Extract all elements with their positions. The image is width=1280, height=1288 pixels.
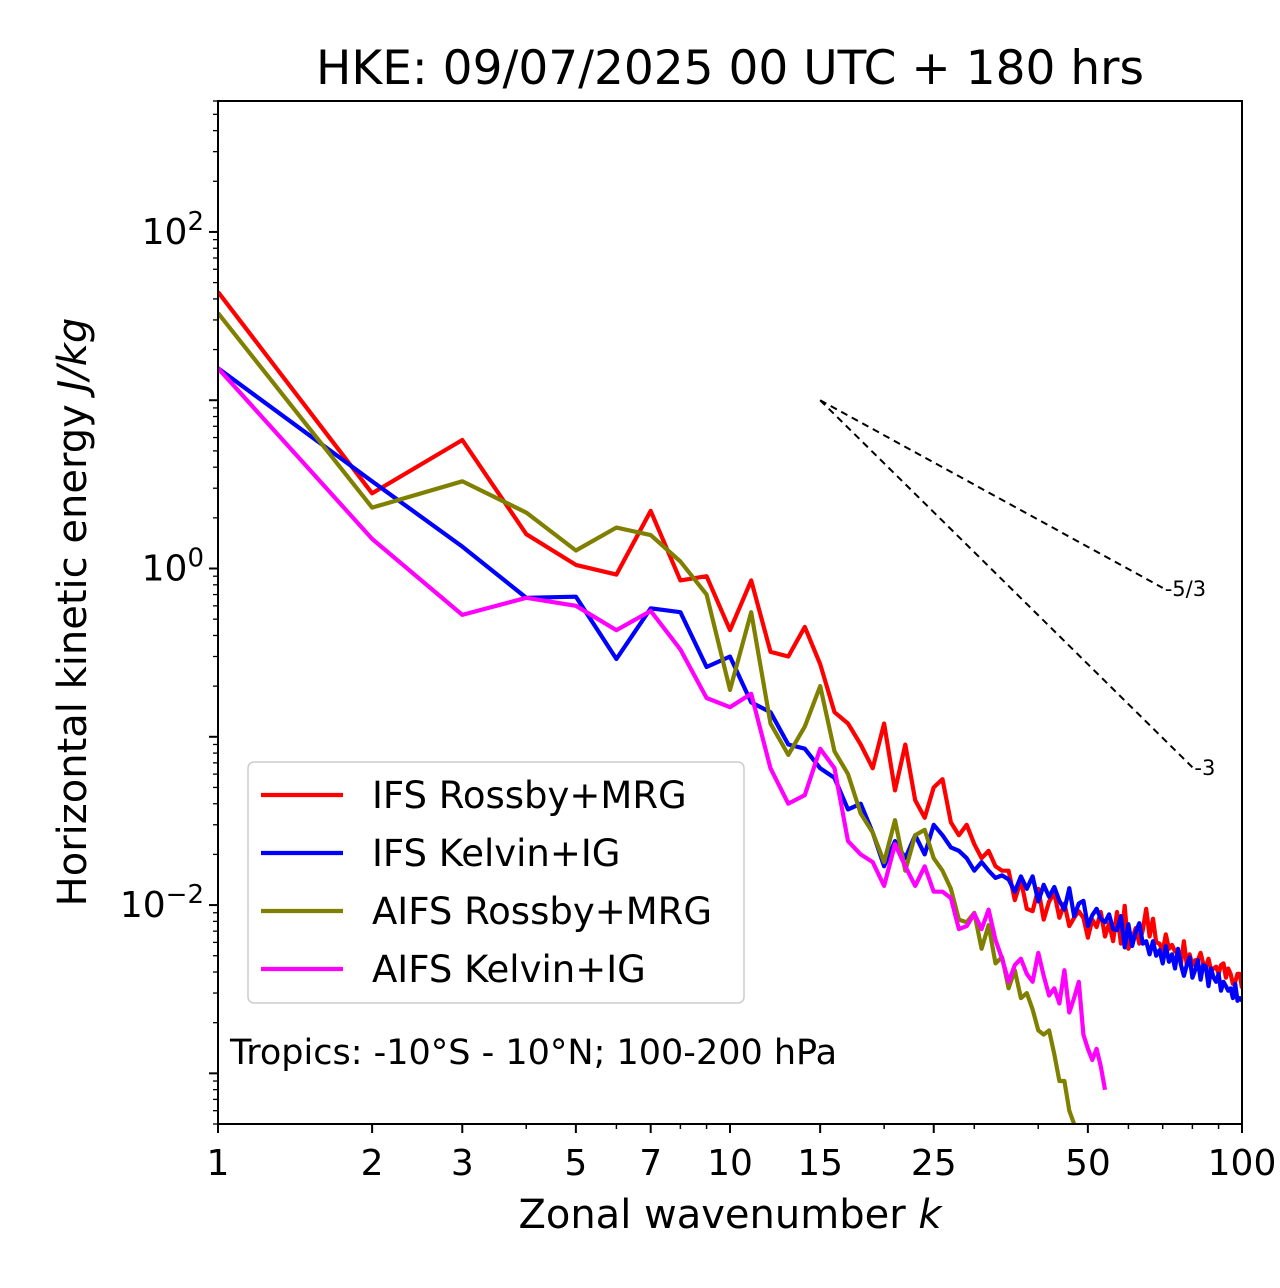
x-tick-label-0: 1 [207, 1143, 230, 1184]
region-annotation: Tropics: -10°S - 10°N; 100-200 hPa [229, 1033, 837, 1073]
x-axis-title: Zonal wavenumber k [518, 1192, 943, 1238]
y-axis: 102 100 10−2 [120, 100, 218, 1125]
slope-label-0: -5/3 [1165, 577, 1206, 601]
legend-label-1: IFS Kelvin+IG [372, 832, 620, 875]
x-tick-label-2: 3 [451, 1143, 474, 1184]
chart-title: HKE: 09/07/2025 00 UTC + 180 hrs [316, 41, 1144, 96]
series-layer [218, 290, 1242, 1124]
y-tick-label-0: 102 [142, 207, 204, 253]
y-tick-label-2: 10−2 [120, 880, 204, 926]
series-line-3 [218, 366, 1108, 1091]
legend-label-0: IFS Rossby+MRG [372, 774, 687, 817]
plot-frame [217, 100, 1243, 1125]
legend: IFS Rossby+MRG IFS Kelvin+IG AIFS Rossby+M… [247, 761, 745, 1004]
x-tick-label-4: 7 [639, 1143, 662, 1184]
x-tick-label-9: 100 [1208, 1143, 1277, 1184]
x-tick-label-5: 10 [707, 1143, 753, 1184]
x-tick-label-1: 2 [361, 1143, 384, 1184]
legend-label-3: AIFS Kelvin+IG [372, 948, 646, 991]
slope-label-1: -3 [1194, 756, 1215, 780]
legend-box [247, 761, 745, 1004]
y-tick-label-1: 100 [142, 544, 204, 590]
x-tick-label-7: 25 [911, 1143, 957, 1184]
x-tick-label-3: 5 [564, 1143, 587, 1184]
series-line-1 [218, 366, 1242, 1003]
y-axis-title: Horizontal kinetic energy J/kg [50, 318, 96, 907]
slope-line-1 [819, 399, 1194, 768]
reference-slopes: -5/3 -3 [819, 399, 1215, 780]
x-tick-label-6: 15 [797, 1143, 843, 1184]
x-tick-label-8: 50 [1065, 1143, 1111, 1184]
series-line-0 [218, 290, 1242, 989]
series-line-2 [218, 311, 1077, 1124]
slope-line-0 [819, 399, 1164, 589]
legend-label-2: AIFS Rossby+MRG [372, 890, 712, 933]
x-axis: 1 2 3 5 7 10 15 25 50 100 [207, 1124, 1277, 1184]
